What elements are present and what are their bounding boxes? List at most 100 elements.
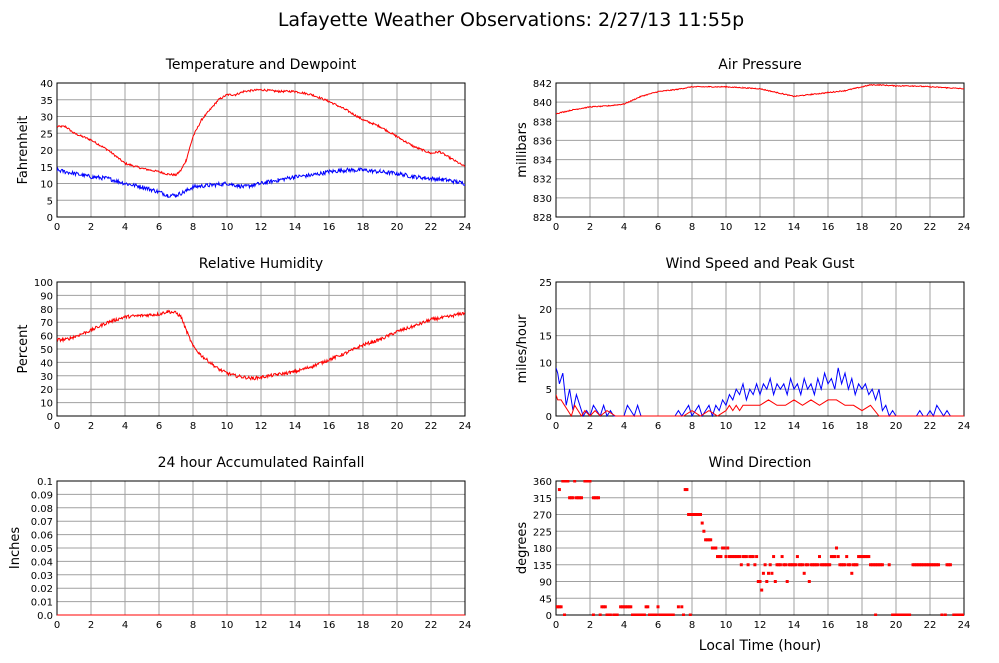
- plot-frame: [56, 281, 466, 417]
- data-point: [804, 563, 808, 567]
- y-tick-label: 0: [546, 611, 552, 622]
- data-point: [705, 538, 709, 542]
- chart-title: Air Pressure: [718, 57, 801, 73]
- x-tick-label: 10: [720, 421, 733, 432]
- x-tick-label: 18: [357, 620, 370, 631]
- data-point: [580, 496, 583, 500]
- data-point: [947, 563, 951, 567]
- data-point: [829, 555, 833, 559]
- y-tick-label: 0.07: [31, 517, 53, 528]
- x-tick-label: 12: [754, 222, 767, 233]
- y-tick-label: 10: [40, 399, 53, 410]
- data-point: [685, 488, 689, 492]
- data-point: [790, 563, 794, 567]
- x-tick-label: 8: [190, 222, 196, 233]
- y-tick-label: 828: [533, 213, 552, 224]
- data-point: [710, 546, 714, 550]
- data-point: [566, 480, 570, 483]
- data-point: [659, 613, 663, 616]
- data-point: [603, 605, 607, 609]
- x-tick-label: 20: [890, 421, 903, 432]
- data-point: [960, 613, 964, 616]
- chart-title: Wind Direction: [709, 455, 812, 471]
- data-point: [614, 613, 617, 616]
- x-tick-label: 12: [255, 421, 268, 432]
- x-tick-label: 12: [754, 421, 767, 432]
- data-point: [695, 513, 699, 516]
- data-point: [765, 580, 769, 583]
- data-point: [586, 480, 590, 483]
- y-tick-label: 25: [40, 129, 53, 140]
- data-point: [687, 513, 691, 516]
- data-point: [835, 546, 838, 550]
- data-point: [869, 563, 872, 567]
- x-tick-label: 6: [655, 421, 661, 432]
- data-point: [785, 580, 789, 583]
- data-point: [644, 605, 648, 609]
- data-point: [916, 563, 920, 567]
- x-tick-label: 18: [357, 222, 370, 233]
- data-point: [656, 605, 660, 609]
- data-point: [741, 555, 745, 559]
- data-point: [649, 613, 653, 616]
- data-point: [795, 555, 799, 559]
- y-tick-label: 90: [40, 291, 53, 302]
- data-point: [688, 613, 692, 616]
- data-point: [768, 563, 772, 567]
- data-point: [920, 563, 923, 567]
- data-point: [952, 613, 956, 616]
- y-tick-label: 15: [40, 163, 53, 174]
- data-point: [736, 555, 740, 559]
- data-point: [717, 555, 721, 559]
- x-tick-label: 14: [788, 222, 801, 233]
- y-tick-label: 0.06: [31, 531, 53, 542]
- y-tick-label: 225: [533, 527, 552, 538]
- data-point: [559, 605, 563, 609]
- x-tick-label: 14: [289, 222, 302, 233]
- y-tick-label: 10: [40, 180, 53, 191]
- x-tick-label: 20: [890, 222, 903, 233]
- x-tick-label: 12: [255, 222, 268, 233]
- data-point: [637, 613, 641, 616]
- y-tick-label: 840: [533, 98, 552, 109]
- data-point: [797, 563, 801, 567]
- data-point: [658, 613, 662, 616]
- series-line: [556, 83, 964, 115]
- y-tick-label: 20: [40, 385, 53, 396]
- data-point: [816, 563, 820, 567]
- data-point: [646, 605, 650, 609]
- data-point: [948, 563, 952, 567]
- x-tick-label: 10: [720, 620, 733, 631]
- data-point: [748, 555, 752, 559]
- data-point: [780, 555, 784, 559]
- data-point: [665, 613, 668, 616]
- data-point: [670, 613, 674, 616]
- data-point: [692, 513, 696, 516]
- series-line: [57, 309, 465, 382]
- chart-title: Temperature and Dewpoint: [165, 57, 357, 73]
- data-point: [714, 546, 718, 550]
- x-tick-label: 0: [553, 222, 559, 233]
- data-point: [945, 563, 949, 567]
- data-point: [622, 605, 626, 609]
- x-tick-label: 18: [856, 421, 869, 432]
- x-tick-label: 24: [459, 620, 472, 631]
- y-tick-label: 15: [539, 332, 552, 343]
- x-tick-label: 22: [924, 421, 937, 432]
- y-tick-label: 0.02: [31, 584, 53, 595]
- data-point: [583, 480, 587, 483]
- data-point: [707, 538, 711, 542]
- x-tick-label: 22: [425, 421, 438, 432]
- data-point: [654, 613, 658, 616]
- data-point: [802, 571, 806, 575]
- data-point: [605, 613, 609, 616]
- x-tick-label: 6: [156, 620, 162, 631]
- y-tick-label: 0: [47, 412, 53, 423]
- plot-frame: [56, 82, 466, 218]
- x-tick-label: 20: [391, 222, 404, 233]
- x-tick-label: 2: [587, 421, 593, 432]
- data-point: [557, 605, 561, 609]
- data-point: [875, 563, 879, 567]
- data-point: [833, 555, 837, 559]
